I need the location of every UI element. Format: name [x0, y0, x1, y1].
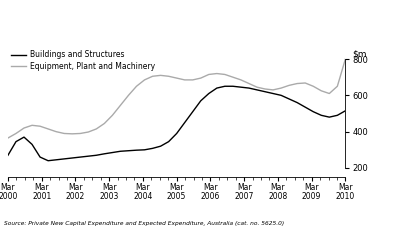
Legend: Buildings and Structures, Equipment, Plant and Machinery: Buildings and Structures, Equipment, Pla…	[8, 47, 158, 74]
Text: Source: Private New Capital Expenditure and Expected Expenditure, Australia (cat: Source: Private New Capital Expenditure …	[4, 221, 284, 226]
Text: $m: $m	[352, 50, 367, 59]
